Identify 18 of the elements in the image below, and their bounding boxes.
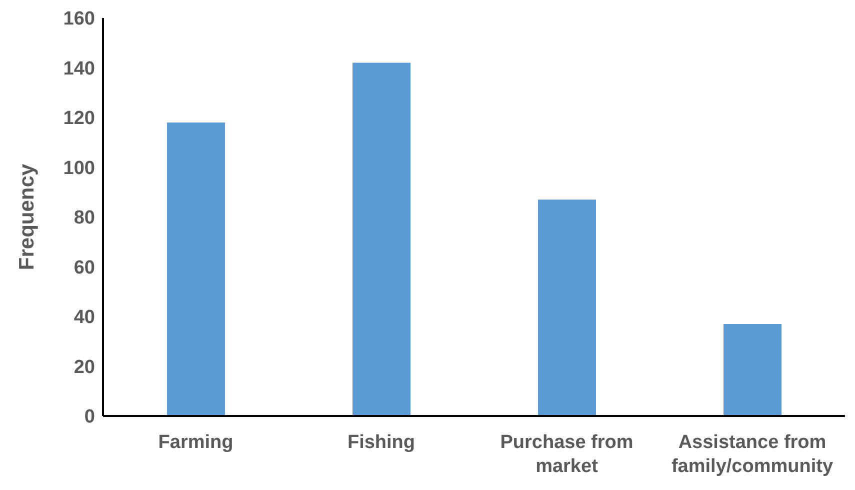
y-tick-label: 60: [74, 257, 95, 278]
bar: [167, 122, 225, 416]
bar: [352, 62, 410, 416]
y-tick-label: 100: [63, 158, 95, 179]
x-tick-label: Farming: [158, 432, 234, 453]
y-tick-label: 40: [74, 307, 95, 328]
x-tick-label: Assistance from family/community: [671, 432, 834, 477]
y-tick-label: 120: [63, 108, 95, 130]
x-tick-label: Fishing: [347, 432, 416, 453]
bar: [724, 324, 782, 416]
bar: [538, 200, 596, 416]
y-tick-label: 0: [84, 406, 95, 428]
y-tick-label: 140: [63, 58, 95, 80]
x-tick-label: Purchase from market: [500, 432, 634, 477]
y-axis-title: Frequency: [15, 164, 38, 270]
y-tick-label: 160: [63, 8, 95, 30]
y-tick-label: 80: [74, 208, 95, 229]
y-tick-label: 20: [74, 356, 95, 378]
